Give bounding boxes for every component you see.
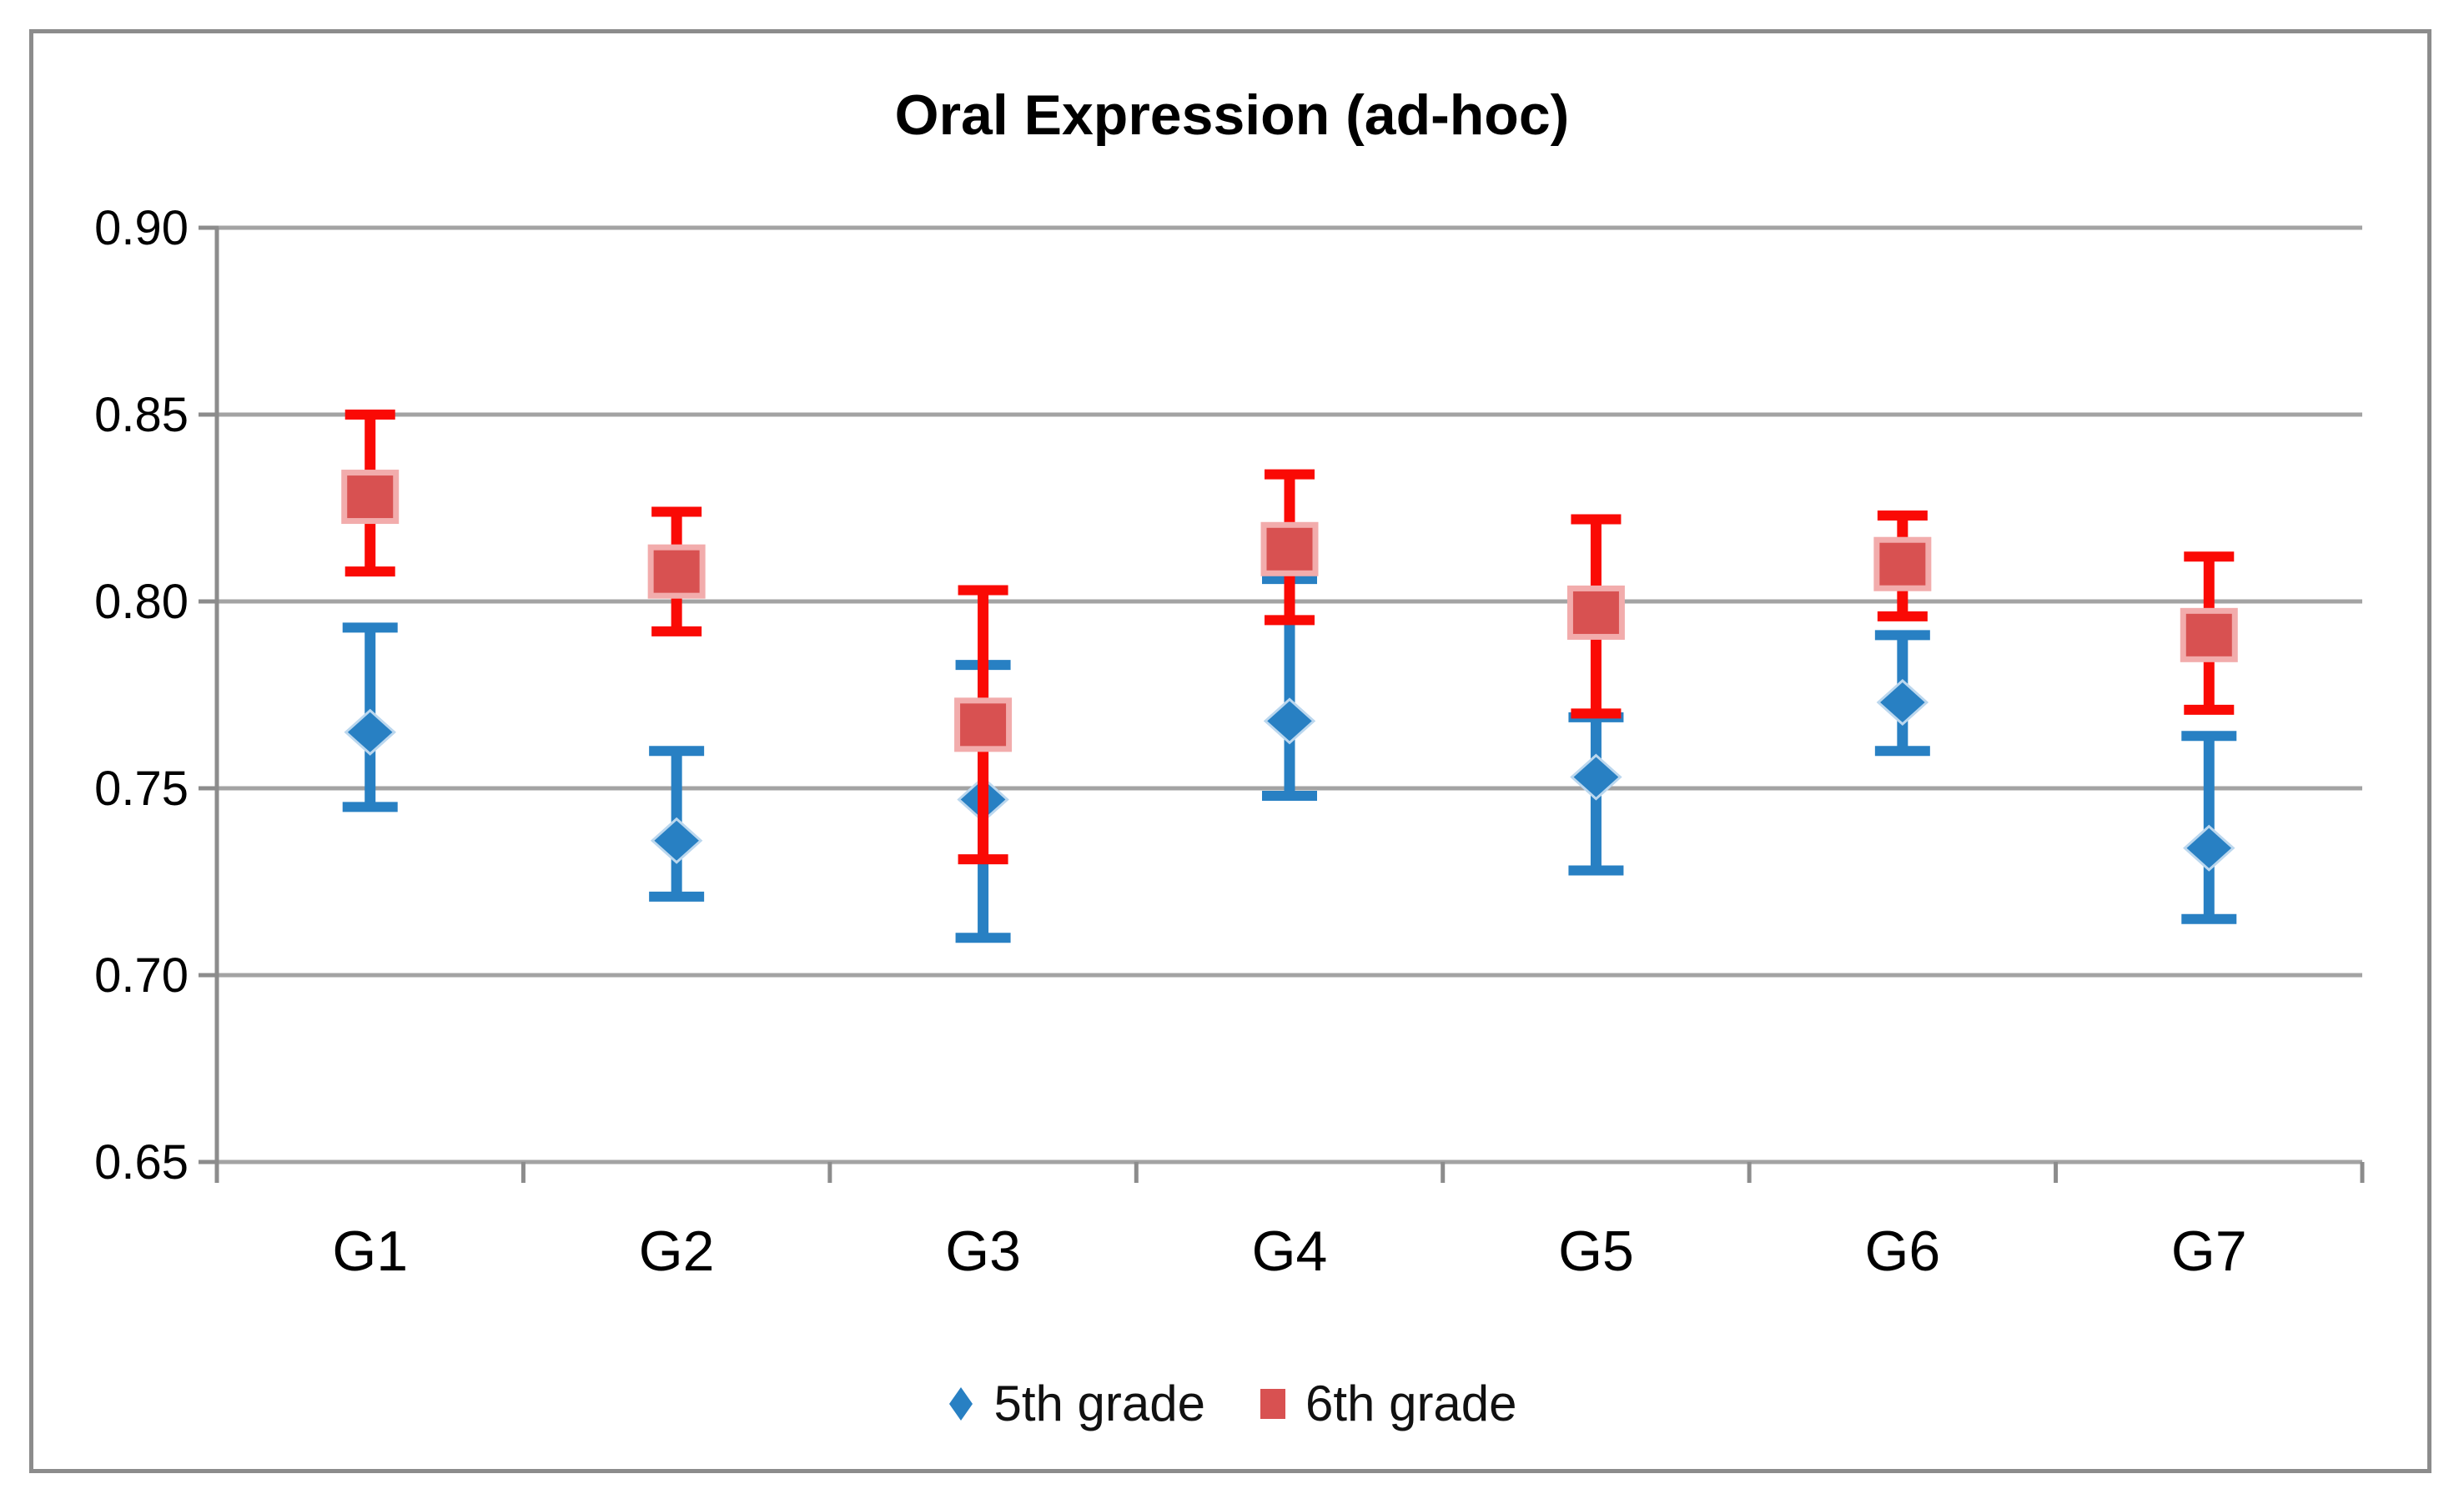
diamond-icon [947, 1385, 975, 1423]
marker-diamond-5th-grade [1263, 697, 1316, 745]
marker-square-6th-grade [647, 544, 706, 599]
y-tick-label: 0.90 [94, 201, 189, 255]
y-tick-label: 0.85 [94, 388, 189, 442]
marker-square-6th-grade [1566, 585, 1625, 640]
chart-title: Oral Expression (ad-hoc) [894, 83, 1570, 147]
marker-square-6th-grade [341, 470, 400, 525]
x-category-label: G1 [332, 1220, 408, 1283]
x-category-label: G5 [1558, 1220, 1634, 1283]
legend-item-6th-grade: 6th grade [1259, 1375, 1517, 1432]
x-category-label: G2 [639, 1220, 715, 1283]
legend-label-5th-grade: 5th grade [993, 1376, 1205, 1431]
marker-diamond-5th-grade [650, 817, 703, 864]
chart-frame [29, 29, 2431, 1473]
marker-diamond-5th-grade [1570, 753, 1622, 801]
x-category-label: G7 [2171, 1220, 2247, 1283]
square-icon [1259, 1385, 1287, 1423]
x-category-label: G4 [1252, 1220, 1328, 1283]
y-tick-label: 0.75 [94, 762, 189, 816]
marker-diamond-5th-grade [2183, 824, 2235, 872]
marker-square-6th-grade [954, 697, 1013, 752]
marker-square-6th-grade [2180, 607, 2238, 662]
x-category-label: G3 [945, 1220, 1021, 1283]
y-tick-label: 0.70 [94, 948, 189, 1003]
legend: 5th grade 6th grade [0, 1375, 2464, 1432]
y-tick-label: 0.80 [94, 575, 189, 629]
marker-diamond-5th-grade [344, 708, 396, 756]
x-category-label: G6 [1864, 1220, 1940, 1283]
marker-diamond-5th-grade [1876, 678, 1929, 726]
marker-square-6th-grade [1260, 521, 1319, 576]
legend-label-6th-grade: 6th grade [1305, 1376, 1517, 1431]
legend-item-5th-grade: 5th grade [947, 1375, 1205, 1432]
marker-square-6th-grade [1873, 536, 1932, 591]
y-tick-label: 0.65 [94, 1135, 189, 1190]
